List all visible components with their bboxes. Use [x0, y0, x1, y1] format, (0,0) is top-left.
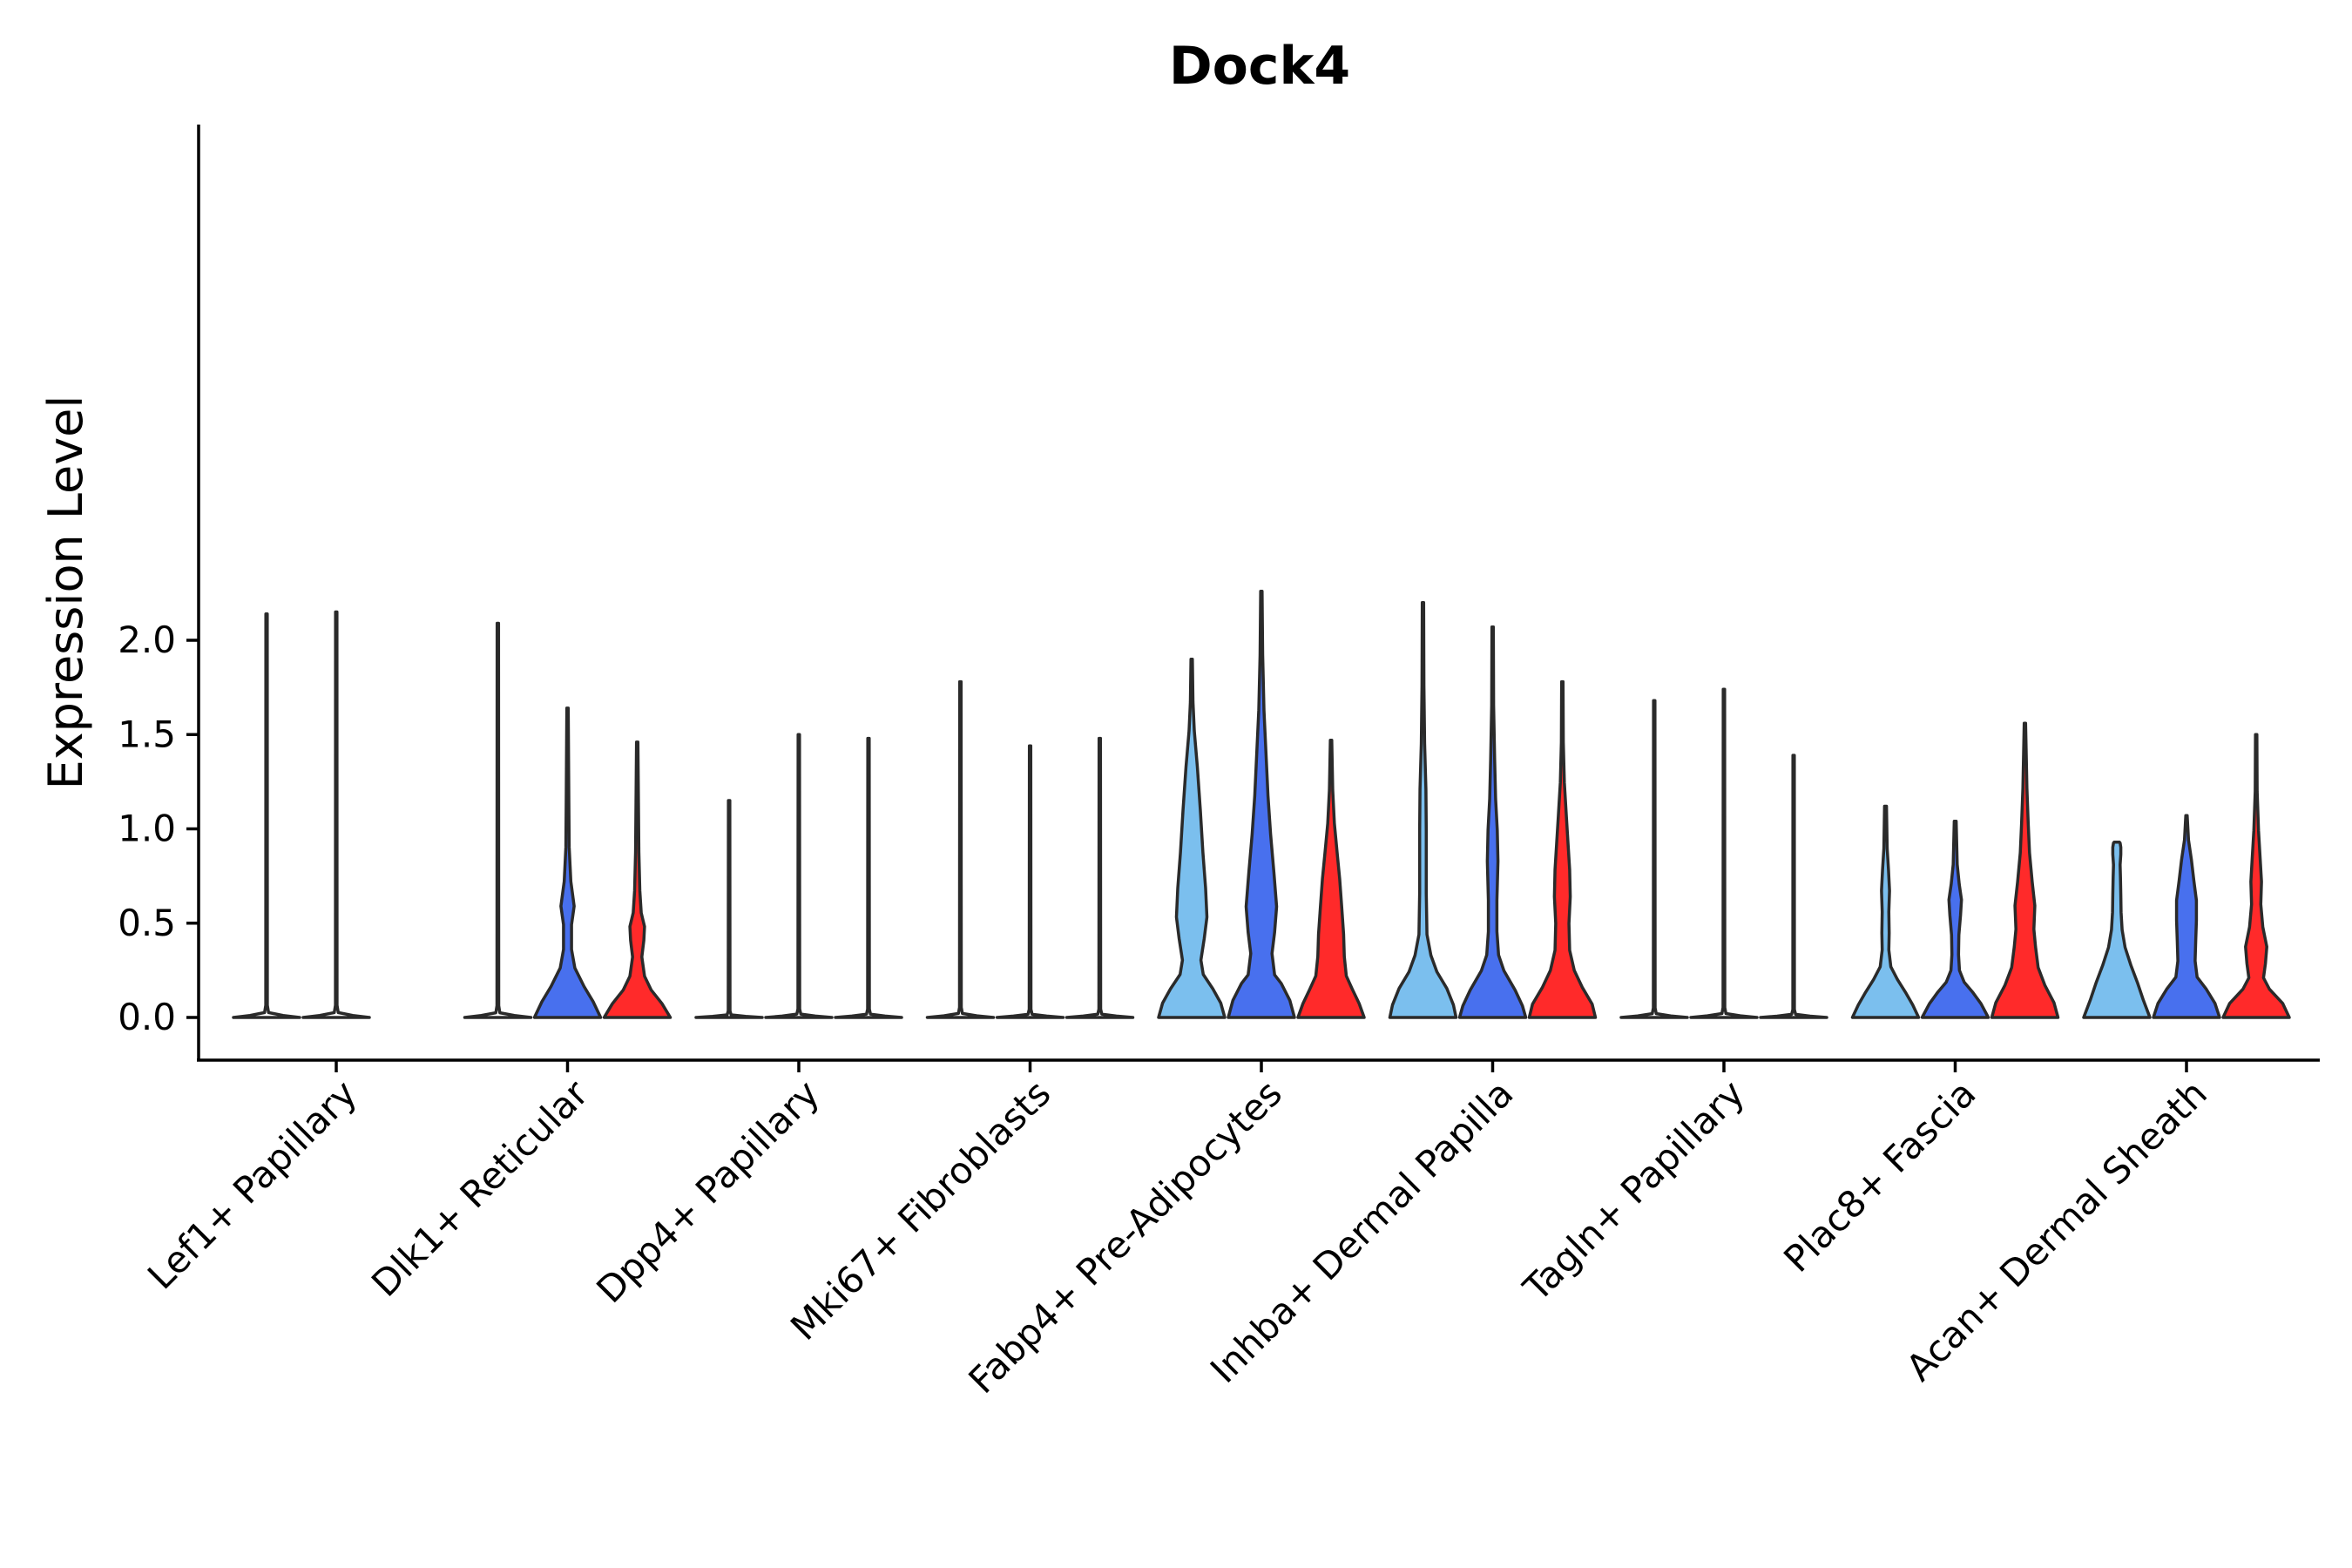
violin-7-light-blue: [1619, 699, 1689, 1019]
violin-3-red: [834, 736, 903, 1019]
violin-3-blue: [764, 733, 834, 1019]
chart-title: Dock4: [1169, 36, 1350, 97]
axes-group: [197, 125, 2320, 1062]
y-tick-label: 2.0: [118, 618, 176, 661]
violin-5-blue: [1227, 589, 1296, 1019]
violin-2-light-blue: [463, 621, 533, 1019]
y-tick-label: 0.0: [118, 996, 176, 1038]
violin-7-blue: [1689, 687, 1759, 1019]
y-axis-label: Expression Level: [38, 395, 93, 790]
x-tick-label: Dpp4+ Papillary: [588, 1071, 828, 1311]
violin-2-red: [602, 740, 672, 1019]
violin-5-light-blue: [1157, 657, 1227, 1019]
x-tick-label: Lef1+ Papillary: [139, 1071, 365, 1297]
violin-6-red: [1527, 679, 1598, 1019]
violins-group: [232, 589, 2291, 1019]
violin-6-light-blue: [1388, 600, 1458, 1019]
violin-6-blue: [1457, 625, 1528, 1019]
y-tick-label: 1.5: [118, 713, 176, 755]
violin-8-blue: [1920, 820, 1990, 1019]
violin-8-light-blue: [1850, 804, 1921, 1019]
violin-3-light-blue: [694, 799, 764, 1019]
violin-1-light-blue: [232, 612, 301, 1019]
violin-9-red: [2221, 733, 2291, 1019]
y-tick-label: 1.0: [118, 808, 176, 850]
x-tick-label: Mki67+ Fibroblasts: [782, 1071, 1058, 1348]
violin-7-red: [1759, 754, 1828, 1019]
x-tick-label: Tagln+ Papillary: [1515, 1071, 1753, 1309]
violin-8-red: [1990, 721, 2060, 1019]
y-ticks-group: 0.0 0.5 1.0 1.5 2.0: [118, 618, 199, 1038]
y-tick-label: 0.5: [118, 902, 176, 944]
violin-5-red: [1296, 738, 1366, 1019]
violin-9-light-blue: [2082, 840, 2152, 1019]
x-tick-label: Dlk1+ Reticular: [363, 1071, 597, 1305]
violin-1-blue: [301, 610, 371, 1019]
violin-9-blue: [2152, 814, 2221, 1019]
violin-4-red: [1064, 736, 1135, 1019]
violin-4-light-blue: [925, 679, 996, 1019]
violin-4-blue: [995, 744, 1065, 1019]
x-tick-label: Plac8+ Fascia: [1775, 1071, 1984, 1280]
violin-2-blue: [532, 706, 603, 1019]
